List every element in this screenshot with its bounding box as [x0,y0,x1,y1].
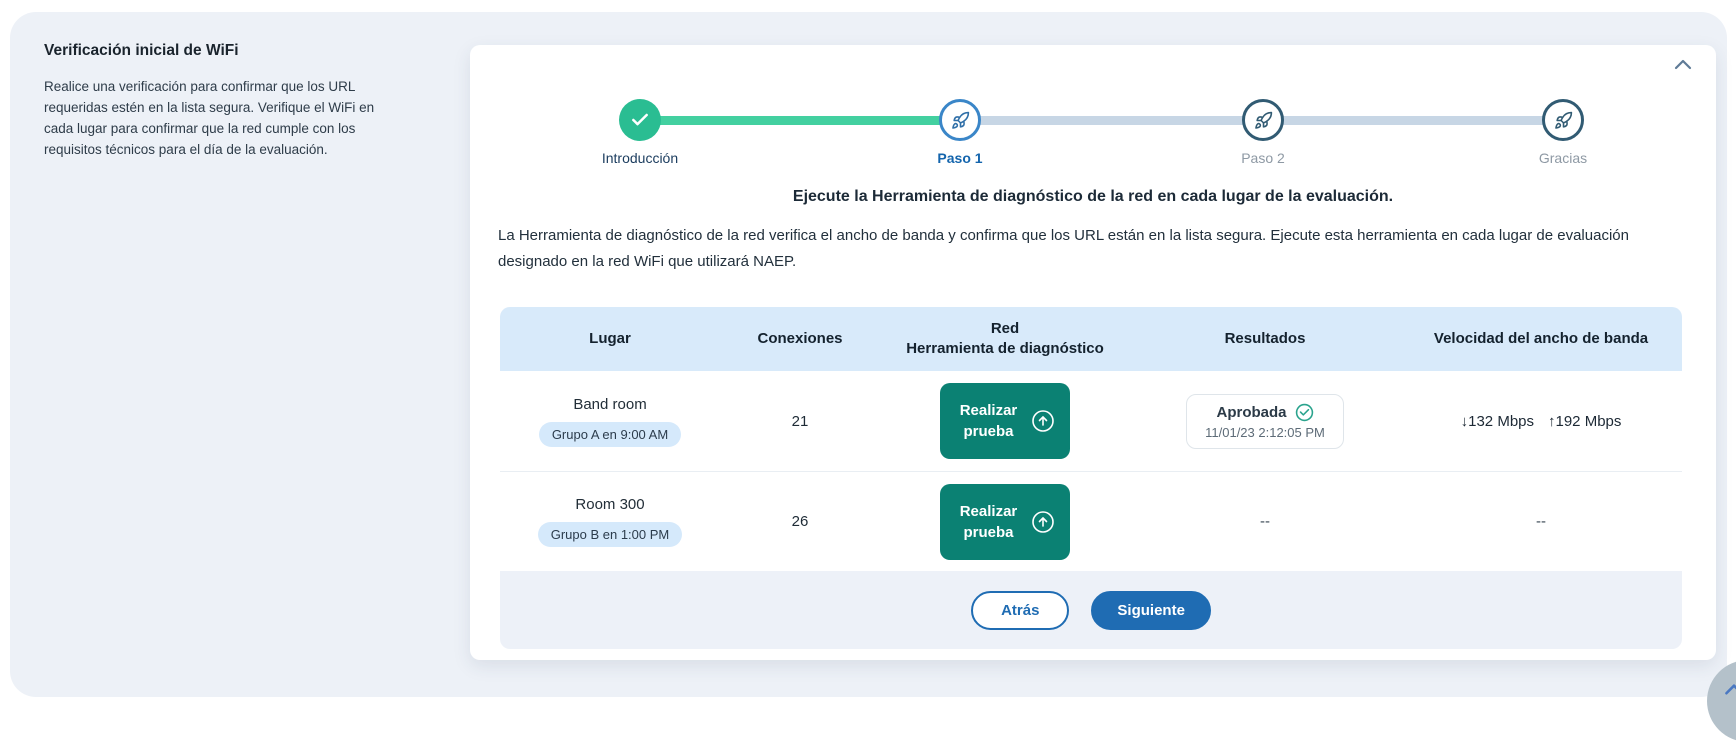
wizard-footer: Atrás Siguiente [500,571,1682,649]
table-row: Room 300 Grupo B en 1:00 PM 26 Realizar … [500,471,1682,571]
cell-test: Realizar prueba [880,483,1130,560]
run-test-button[interactable]: Realizar prueba [940,483,1070,560]
section-heading: Ejecute la Herramienta de diagnóstico de… [792,188,1394,205]
cell-connections: 26 [791,513,809,530]
step-label: Introducción [601,150,679,166]
sidebar-description: Realice una verificación para confirmar … [44,79,375,157]
header-resultados: Resultados [1224,330,1306,347]
cell-location: Band room Grupo A en 9:00 AM [500,396,720,447]
cell-speed: -- [1400,513,1682,530]
step-paso-1[interactable]: Paso 1 [890,99,1030,166]
header-velocidad: Velocidad del ancho de banda [1433,330,1649,347]
cell-speed: ↓132 Mbps ↑192 Mbps [1400,413,1682,430]
stepper-connector-done [640,116,960,125]
cell-result: Aprobada 11/01/23 2:12:05 PM [1130,393,1400,449]
header-conexiones: Conexiones [757,330,843,347]
cell-connections: 21 [791,412,809,430]
wifi-check-table: Lugar Conexiones Red Herramienta de diag… [500,307,1682,649]
group-badge: Grupo B en 1:00 PM [537,522,683,547]
table-header-row: Lugar Conexiones Red Herramienta de diag… [500,307,1682,371]
collapse-chevron-up-icon[interactable] [1670,53,1696,79]
sidebar-title: Verificación inicial de WiFi [44,42,239,59]
result-status: Aprobada [1216,403,1287,421]
back-button[interactable]: Atrás [971,590,1070,630]
cell-result: -- [1130,513,1400,530]
circle-arrow-up-icon [1031,409,1055,433]
result-status-box: Aprobada 11/01/23 2:12:05 PM [1186,393,1344,449]
rocket-icon [1242,99,1284,141]
step-introduccion[interactable]: Introducción [570,99,710,166]
run-test-button[interactable]: Realizar prueba [940,383,1070,459]
result-timestamp: 11/01/23 2:12:05 PM [1205,424,1325,440]
group-badge: Grupo A en 9:00 AM [538,421,682,447]
speed-empty: -- [1536,513,1546,530]
table-row: Band room Grupo A en 9:00 AM 21 Realizar… [500,371,1682,471]
rocket-icon [939,99,981,141]
next-button[interactable]: Siguiente [1091,590,1211,630]
step-gracias[interactable]: Gracias [1493,99,1633,166]
step-label: Paso 1 [937,150,983,166]
location-name: Room 300 [575,496,645,513]
section-paragraph: La Herramienta de diagnóstico de la red … [498,227,1629,270]
circle-arrow-up-icon [1031,510,1055,534]
step-label: Paso 2 [1241,150,1285,166]
main-card: Introducción Paso 1 Paso 2 Gracias Ejecu… [470,45,1716,660]
cell-test: Realizar prueba [880,383,1130,459]
result-empty: -- [1260,513,1270,530]
step-label: Gracias [1538,150,1588,166]
page-panel: Verificación inicial de WiFi Realice una… [10,12,1727,697]
step-paso-2[interactable]: Paso 2 [1193,99,1333,166]
rocket-icon [1542,99,1584,141]
sidebar: Verificación inicial de WiFi Realice una… [44,42,406,160]
upload-speed: ↑192 Mbps [1548,412,1622,430]
header-herramienta: Red Herramienta de diagnóstico [906,320,1104,357]
location-name: Band room [573,395,647,413]
download-speed: ↓132 Mbps [1460,412,1534,430]
check-icon [619,99,661,141]
check-circle-icon [1295,403,1314,422]
header-lugar: Lugar [589,330,631,347]
cell-location: Room 300 Grupo B en 1:00 PM [500,496,720,547]
chevron-up-icon [1725,684,1736,695]
